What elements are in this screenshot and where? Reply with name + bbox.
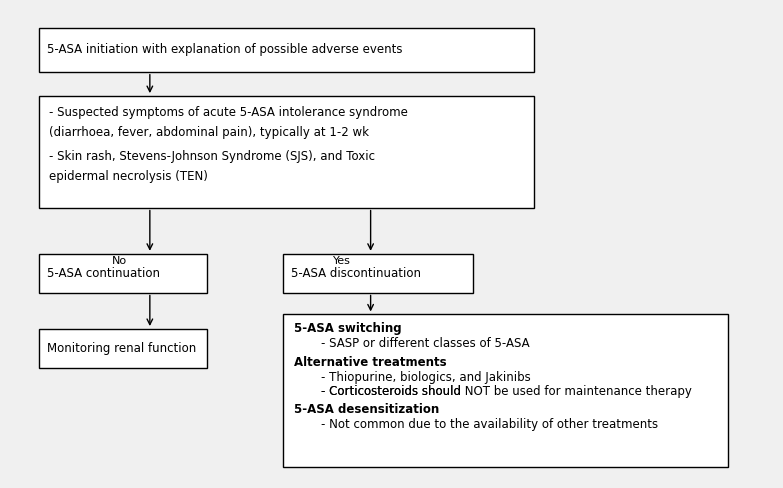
Text: - Thiopurine, biologics, and Jakinibs: - Thiopurine, biologics, and Jakinibs: [321, 371, 531, 384]
Text: epidermal necrolysis (TEN): epidermal necrolysis (TEN): [49, 169, 207, 183]
Text: - Suspected symptoms of acute 5-ASA intolerance syndrome: - Suspected symptoms of acute 5-ASA into…: [49, 106, 407, 120]
Text: No: No: [112, 256, 127, 266]
Text: Yes: Yes: [333, 256, 351, 266]
Text: 5-ASA initiation with explanation of possible adverse events: 5-ASA initiation with explanation of pos…: [47, 43, 402, 57]
Text: - Corticosteroids should: - Corticosteroids should: [321, 385, 465, 398]
Text: 5-ASA continuation: 5-ASA continuation: [47, 266, 160, 280]
FancyBboxPatch shape: [39, 28, 534, 72]
Text: Alternative treatments: Alternative treatments: [294, 356, 447, 369]
Text: - Corticosteroids should NOT be used for maintenance therapy: - Corticosteroids should NOT be used for…: [321, 385, 692, 398]
FancyBboxPatch shape: [39, 254, 207, 292]
FancyBboxPatch shape: [283, 314, 728, 467]
Text: - Skin rash, Stevens-Johnson Syndrome (SJS), and Toxic: - Skin rash, Stevens-Johnson Syndrome (S…: [49, 150, 374, 163]
Text: (diarrhoea, fever, abdominal pain), typically at 1-2 wk: (diarrhoea, fever, abdominal pain), typi…: [49, 126, 369, 139]
FancyBboxPatch shape: [283, 254, 474, 292]
FancyBboxPatch shape: [39, 96, 534, 207]
Text: 5-ASA desensitization: 5-ASA desensitization: [294, 404, 440, 416]
Text: - SASP or different classes of 5-ASA: - SASP or different classes of 5-ASA: [321, 337, 530, 350]
Text: Monitoring renal function: Monitoring renal function: [47, 342, 197, 355]
Text: - Not common due to the availability of other treatments: - Not common due to the availability of …: [321, 418, 659, 431]
Text: 5-ASA discontinuation: 5-ASA discontinuation: [290, 266, 420, 280]
FancyBboxPatch shape: [39, 329, 207, 368]
Text: - Corticosteroids should: - Corticosteroids should: [321, 385, 465, 398]
Text: 5-ASA switching: 5-ASA switching: [294, 323, 402, 335]
